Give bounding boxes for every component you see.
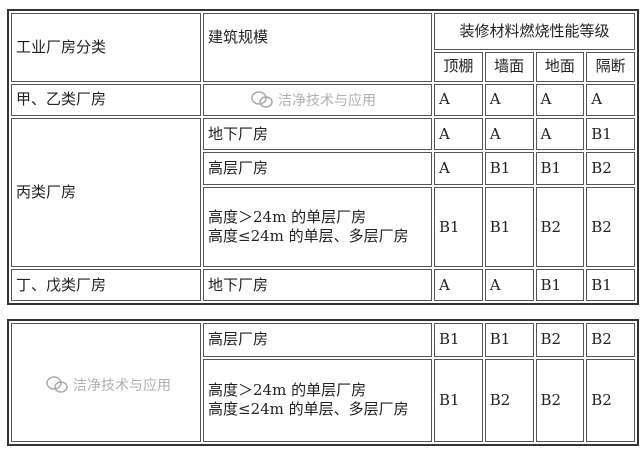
category-cell: 丙类厂房 bbox=[11, 117, 201, 268]
watermark: 洁净技术与应用 bbox=[250, 90, 376, 110]
grade-cell: A bbox=[484, 269, 534, 301]
grade-cell: A bbox=[484, 117, 534, 151]
grade-cell: B2 bbox=[535, 186, 585, 268]
grade-cell: A bbox=[535, 84, 585, 116]
grade-cell: B1 bbox=[484, 323, 534, 357]
grade-cell: B1 bbox=[434, 323, 483, 357]
grade-cell: B2 bbox=[586, 186, 635, 268]
category-cell bbox=[11, 323, 201, 442]
scale-cell bbox=[203, 84, 432, 116]
grade-cell: B1 bbox=[434, 186, 483, 268]
grade-cell: B2 bbox=[586, 152, 635, 185]
grade-cell: B2 bbox=[586, 358, 635, 442]
grade-cell: B1 bbox=[484, 152, 534, 185]
grade-cell: B2 bbox=[586, 323, 635, 357]
header-partition: 隔断 bbox=[586, 51, 635, 83]
table-row: 甲、乙类厂房 A A A A bbox=[11, 84, 635, 116]
header-ceiling: 顶棚 bbox=[434, 51, 483, 83]
watermark-text: 洁净技术与应用 bbox=[73, 378, 171, 394]
grade-cell: A bbox=[586, 84, 635, 116]
table-row: 高度＞24m 的单层厂房 高度≤24m 的单层、多层厂房 B1 B1 B2 B2 bbox=[11, 186, 635, 268]
grade-cell: B2 bbox=[484, 358, 534, 442]
grade-cell: B1 bbox=[484, 186, 534, 268]
grade-cell: A bbox=[434, 117, 483, 151]
category-cell: 甲、乙类厂房 bbox=[11, 84, 201, 116]
watermark-text: 洁净技术与应用 bbox=[278, 93, 376, 109]
header-scale: 建筑规模 bbox=[203, 13, 432, 83]
grade-cell: A bbox=[434, 269, 483, 301]
grade-cell: A bbox=[434, 152, 483, 185]
grade-cell: B1 bbox=[586, 269, 635, 301]
grade-cell: A bbox=[535, 117, 585, 151]
table-row: 丙类厂房 地下厂房 A A A B1 bbox=[11, 117, 635, 268]
wechat-icon bbox=[251, 91, 273, 108]
table-row: 高层厂房 B1 B1 B2 B2 bbox=[11, 323, 635, 442]
header-wall: 墙面 bbox=[484, 51, 534, 83]
grade-cell: B1 bbox=[535, 269, 585, 301]
grade-cell: B1 bbox=[535, 152, 585, 185]
grade-cell: A bbox=[484, 84, 534, 116]
header-category: 工业厂房分类 bbox=[11, 13, 201, 83]
fire-rating-table-part2: 高层厂房 B1 B1 B2 B2 高度＞24m 的单层厂房 高度≤24m 的单层… bbox=[7, 319, 639, 446]
scale-cell: 高层厂房 bbox=[203, 152, 432, 185]
grade-cell: B1 bbox=[586, 117, 635, 151]
scale-cell: 高层厂房 bbox=[203, 323, 432, 357]
scale-cell: 地下厂房 bbox=[203, 269, 432, 301]
grade-cell: A bbox=[434, 84, 483, 116]
category-cell: 丁、戊类厂房 bbox=[11, 269, 201, 301]
fire-rating-table-part1: 工业厂房分类 建筑规模 装修材料燃烧性能等级 顶棚 墙面 地面 隔断 甲、乙类厂… bbox=[7, 9, 639, 305]
grade-cell: B1 bbox=[434, 358, 483, 442]
header-grade-group: 装修材料燃烧性能等级 bbox=[434, 13, 635, 50]
scale-cell: 地下厂房 bbox=[203, 117, 432, 151]
scale-cell: 高度＞24m 的单层厂房 高度≤24m 的单层、多层厂房 bbox=[203, 358, 432, 442]
header-floor: 地面 bbox=[535, 51, 585, 83]
table-row: 丁、戊类厂房 地下厂房 A A B1 B1 bbox=[11, 269, 635, 301]
table-row: 高层厂房 A B1 B1 B2 bbox=[11, 152, 635, 185]
grade-cell: B2 bbox=[535, 323, 585, 357]
grade-cell: B2 bbox=[535, 358, 585, 442]
scale-cell: 高度＞24m 的单层厂房 高度≤24m 的单层、多层厂房 bbox=[203, 186, 432, 268]
watermark: 洁净技术与应用 bbox=[45, 375, 171, 395]
table-row: 高度＞24m 的单层厂房 高度≤24m 的单层、多层厂房 B1 B2 B2 B2 bbox=[11, 358, 635, 442]
wechat-icon bbox=[46, 376, 68, 393]
